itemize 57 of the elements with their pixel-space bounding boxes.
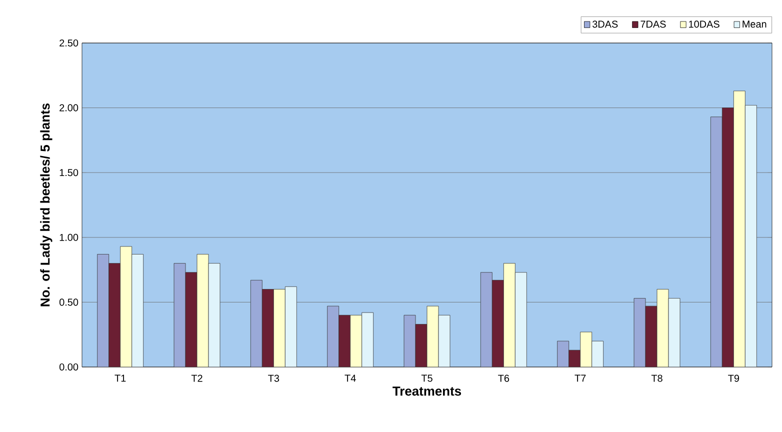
legend-label: 3DAS [592, 20, 618, 28]
bar [185, 272, 198, 367]
x-tick-label: T6 [498, 374, 510, 382]
bar [174, 263, 186, 367]
x-tick-label: T3 [268, 374, 280, 382]
bar [580, 332, 592, 367]
y-axis-title: No. of Lady bird beetles/ 5 plants [40, 103, 52, 306]
bar [132, 254, 144, 367]
bar [557, 340, 570, 367]
y-tick-label: 0.50 [59, 298, 78, 306]
bar [120, 246, 132, 367]
bar [415, 324, 428, 367]
x-tick-label: T2 [191, 374, 202, 382]
x-axis-title: Treatments [392, 386, 462, 396]
x-tick-label: T9 [728, 374, 740, 382]
bar [592, 340, 604, 367]
y-tick-label: 1.00 [60, 234, 78, 241]
bar [250, 280, 262, 367]
bar [285, 286, 297, 367]
bar [722, 108, 734, 367]
bar [656, 289, 669, 367]
bar [274, 289, 286, 367]
y-tick-label: 1.50 [60, 169, 78, 176]
bar [514, 272, 527, 367]
bar [262, 289, 274, 367]
bar [196, 254, 209, 367]
bar [438, 314, 450, 367]
bar [97, 254, 110, 367]
bar [208, 263, 220, 367]
legend-label: 7DAS [640, 20, 666, 28]
bar [108, 263, 121, 367]
x-tick-label: T7 [574, 374, 586, 382]
bar [350, 314, 362, 367]
bar [338, 314, 351, 367]
bar [404, 314, 416, 367]
bar [568, 350, 581, 367]
bar [492, 280, 504, 367]
bar [503, 263, 516, 367]
bar [710, 116, 722, 367]
bar [733, 90, 746, 367]
bar [327, 306, 340, 367]
y-tick-label: 2.50 [60, 39, 78, 47]
x-tick-label: T5 [421, 374, 432, 382]
x-tick-label: T1 [114, 374, 126, 382]
bar [645, 306, 658, 367]
y-tick-label: 0.00 [59, 363, 78, 371]
bar [480, 272, 492, 367]
bar [426, 306, 439, 367]
legend-label: 10DAS [689, 20, 720, 28]
y-tick-label: 2.00 [60, 104, 78, 112]
bar [744, 105, 757, 367]
legend-label: Mean [742, 20, 766, 28]
bar [668, 298, 680, 367]
x-tick-label: T8 [651, 374, 662, 382]
bar [634, 298, 646, 367]
bar [362, 312, 374, 367]
x-tick-label: T4 [344, 374, 356, 382]
